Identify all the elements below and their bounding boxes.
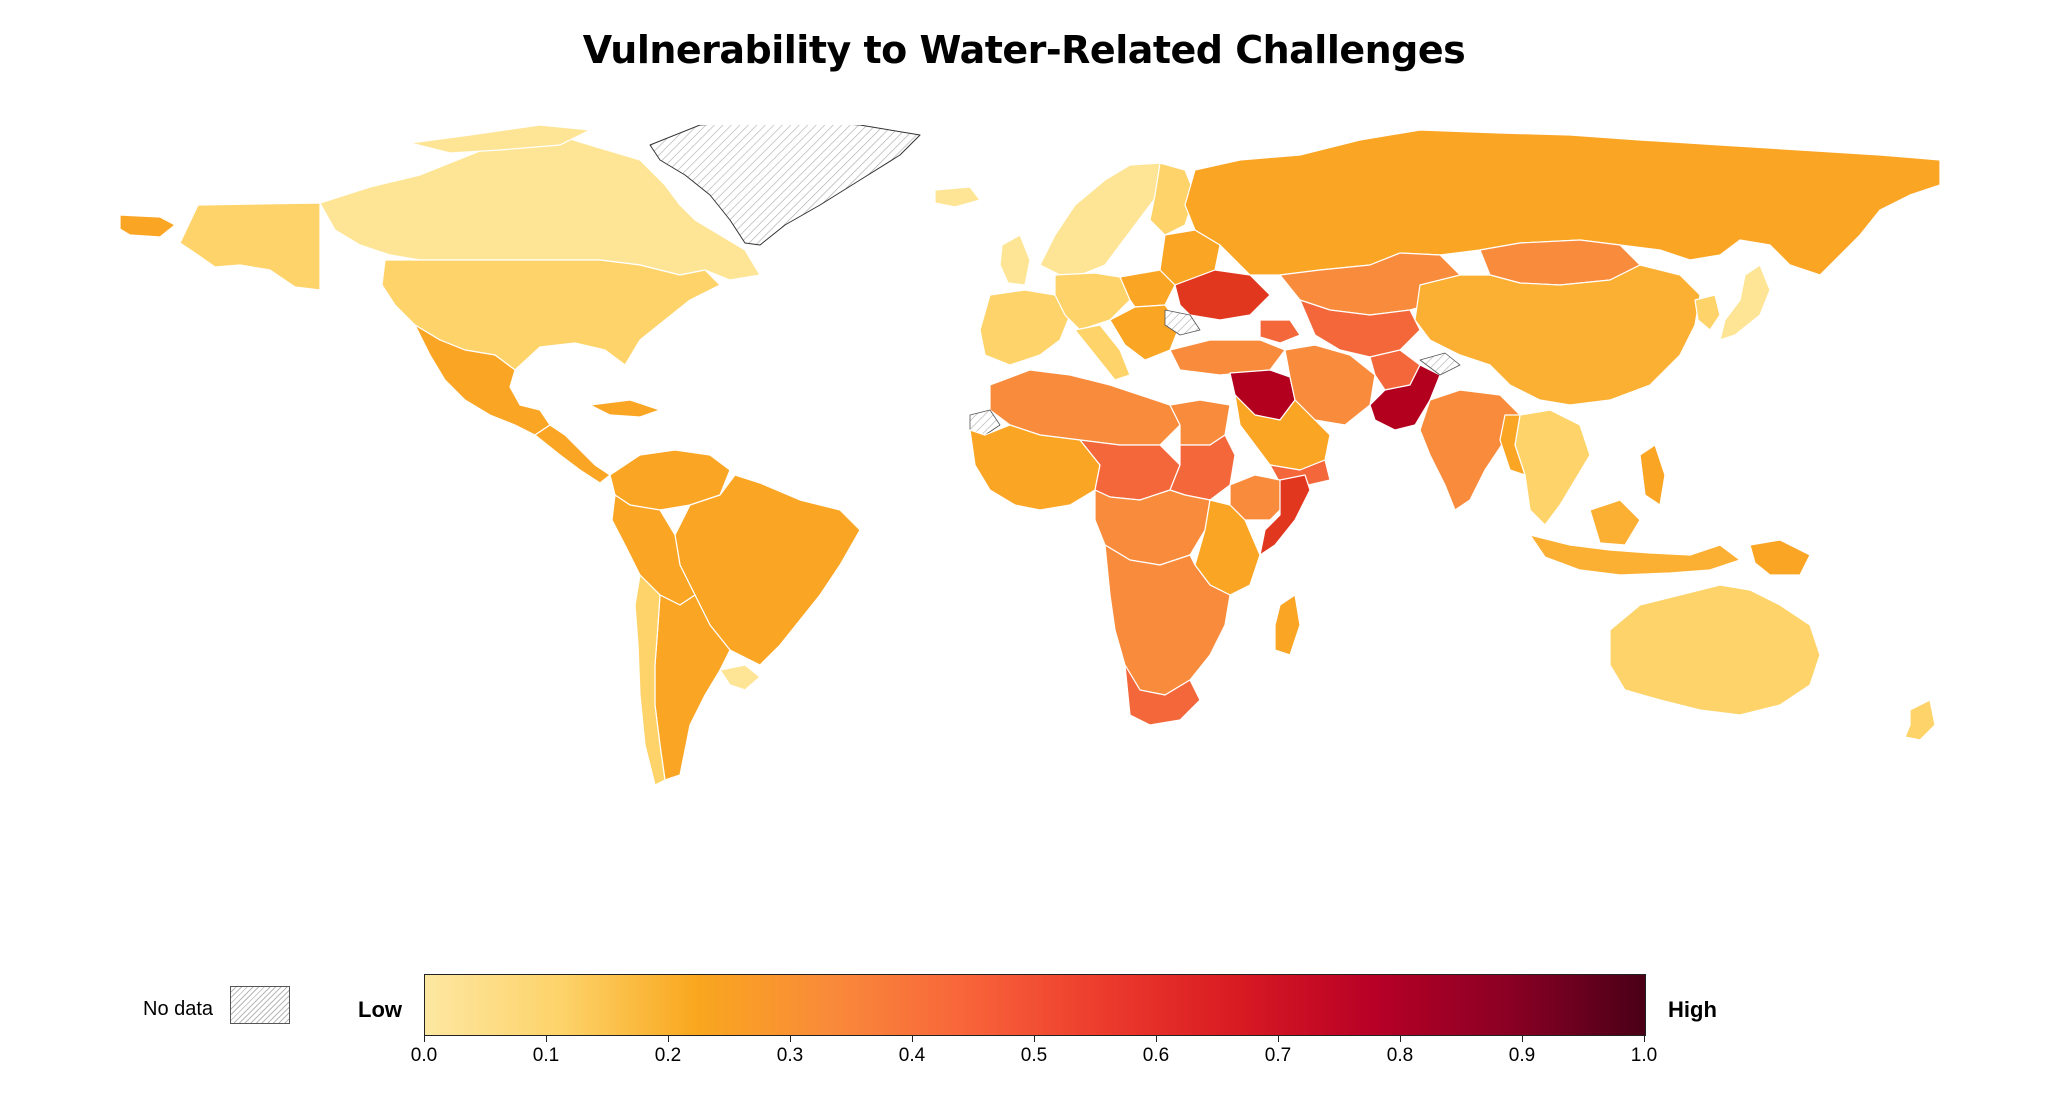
- region-myanmar: [1499, 414, 1526, 476]
- region-moldova-nodata: [1164, 309, 1201, 336]
- region-canada-islands: [409, 125, 591, 154]
- region-uruguay: [719, 664, 761, 691]
- tick-label: 0.2: [654, 1045, 682, 1066]
- high-label: High: [1668, 997, 1717, 1022]
- tick-mark: [546, 1035, 547, 1042]
- legend: No data Low High 0.0 0.1 0.2 0.3 0.4 0.5 0.6 0.…: [0, 960, 2048, 1090]
- region-caribbean: [589, 399, 661, 418]
- region-uk: [999, 234, 1031, 286]
- no-data-swatch: [230, 986, 290, 1024]
- region-scandinavia: [1039, 162, 1166, 276]
- tick-label: 0.7: [1264, 1045, 1292, 1066]
- region-ukraine: [1174, 269, 1271, 321]
- tick-label: 1.0: [1630, 1045, 1658, 1066]
- region-borneo: [1589, 499, 1641, 546]
- region-saudi-arabia: [1234, 394, 1331, 471]
- region-madagascar: [1274, 594, 1301, 656]
- tick-mark: [1278, 1035, 1279, 1042]
- tick-mark: [424, 1035, 425, 1042]
- region-balkans: [1109, 304, 1181, 361]
- region-southeast-asia: [1514, 409, 1591, 526]
- region-iran: [1284, 344, 1376, 426]
- world-choropleth-map: [120, 125, 1940, 786]
- region-kashmir-nodata: [1419, 352, 1461, 376]
- region-central-asia: [1299, 299, 1421, 358]
- region-pakistan: [1369, 364, 1441, 431]
- region-china: [1414, 264, 1701, 406]
- region-japan: [1719, 264, 1771, 341]
- region-italy: [1074, 324, 1131, 381]
- tick-label: 0.6: [1142, 1045, 1170, 1066]
- tick-mark: [790, 1035, 791, 1042]
- region-central-america: [534, 424, 611, 484]
- tick-mark: [668, 1035, 669, 1042]
- tick-label: 0.4: [898, 1045, 926, 1066]
- region-chile: [634, 574, 666, 786]
- map-title: Vulnerability to Water-Related Challenge…: [582, 28, 1466, 72]
- color-scale-bar: [424, 974, 1646, 1036]
- no-data-label: No data: [143, 998, 214, 1020]
- region-greenland: [649, 125, 921, 246]
- region-alaska-tip: [120, 214, 176, 238]
- region-sudan: [1169, 434, 1236, 501]
- region-finland: [1149, 162, 1196, 236]
- tick-label: 0.9: [1508, 1045, 1536, 1066]
- tick-mark: [912, 1035, 913, 1042]
- tick-mark: [1644, 1035, 1645, 1042]
- tick-mark: [1400, 1035, 1401, 1042]
- region-turkey: [1169, 339, 1286, 376]
- region-western-sahara-nodata: [969, 409, 1001, 436]
- low-label: Low: [358, 997, 402, 1022]
- region-new-zealand: [1904, 699, 1936, 741]
- region-iceland: [934, 186, 981, 208]
- region-mexico: [414, 324, 551, 436]
- tick-mark: [1156, 1035, 1157, 1042]
- region-south-africa: [1124, 664, 1201, 726]
- color-scale-ticks: 0.0 0.1 0.2 0.3 0.4 0.5 0.6 0.7 0.8 0.9 1.0: [411, 1035, 1657, 1085]
- tick-label: 0.3: [776, 1045, 804, 1066]
- region-indonesia: [1529, 534, 1741, 576]
- tick-label: 0.5: [1020, 1045, 1048, 1066]
- tick-label: 0.0: [410, 1045, 438, 1066]
- region-southern-africa: [1104, 544, 1231, 696]
- region-korea: [1694, 294, 1721, 331]
- region-india: [1419, 389, 1521, 511]
- region-papua-new-guinea: [1749, 539, 1811, 576]
- region-alaska: [179, 202, 321, 291]
- region-france-spain: [979, 289, 1071, 366]
- region-somalia: [1259, 474, 1311, 556]
- region-caucasus: [1259, 319, 1301, 344]
- region-australia: [1609, 584, 1821, 716]
- tick-mark: [1522, 1035, 1523, 1042]
- region-east-africa: [1194, 499, 1261, 596]
- tick-mark: [1034, 1035, 1035, 1042]
- tick-label: 0.1: [532, 1045, 560, 1066]
- region-philippines: [1639, 444, 1666, 506]
- tick-label: 0.8: [1386, 1045, 1414, 1066]
